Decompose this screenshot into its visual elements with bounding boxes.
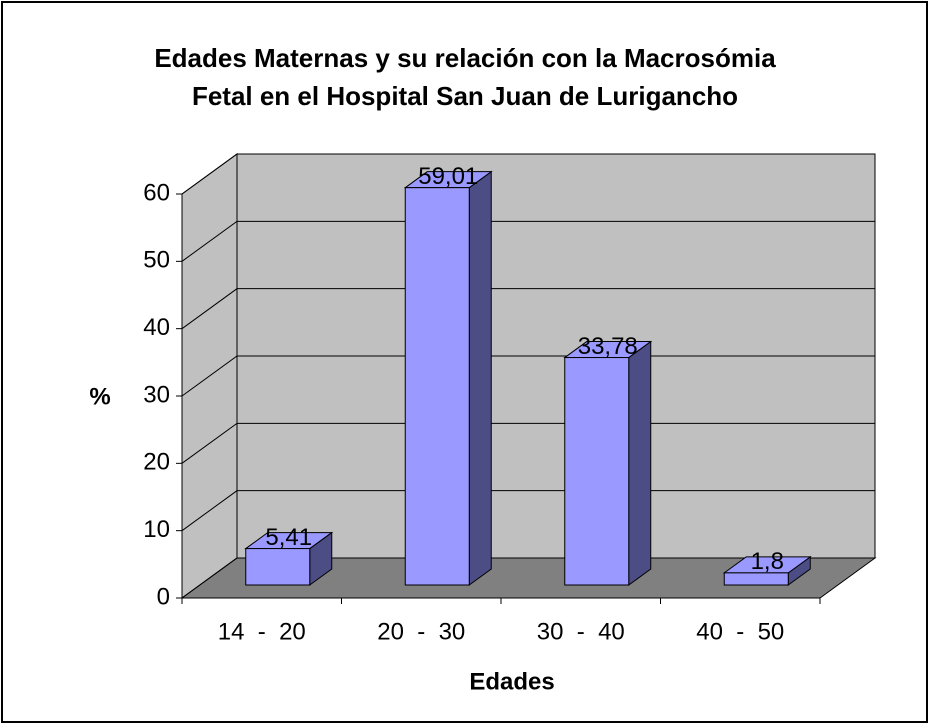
y-tick-label: 20 [143, 449, 170, 476]
data-label: 33,78 [578, 333, 638, 360]
y-axis-label: % [89, 383, 110, 410]
bar [723, 572, 789, 586]
y-tick-label: 60 [143, 179, 170, 206]
grid-line [181, 220, 875, 262]
x-tick-label: 30 - 40 [537, 618, 625, 645]
y-tick-label: 50 [143, 247, 170, 274]
grid-line [181, 557, 875, 599]
x-tick-label: 20 - 30 [377, 618, 465, 645]
grid-line [181, 490, 875, 532]
x-axis-label: Edades [469, 668, 554, 695]
grid-line [181, 355, 875, 397]
y-tick-label: 10 [143, 516, 170, 543]
data-label: 1,8 [751, 548, 784, 575]
bar [245, 548, 311, 586]
grid-line [181, 288, 875, 330]
data-label: 59,01 [418, 163, 478, 190]
chart-title: Fetal en el Hospital San Juan de Lurigan… [192, 81, 738, 111]
bar-side [468, 170, 492, 586]
data-label: 5,41 [265, 524, 312, 551]
x-tick-label: 40 - 50 [696, 618, 784, 645]
y-tick-label: 40 [143, 314, 170, 341]
grid-line [181, 153, 875, 195]
bar-side [628, 340, 652, 586]
bar [564, 357, 630, 586]
x-tick-label: 14 - 20 [218, 618, 306, 645]
bar [404, 187, 470, 586]
grid-line [181, 422, 875, 464]
y-tick-label: 0 [157, 583, 170, 610]
chart-title: Edades Maternas y su relación con la Mac… [154, 43, 776, 73]
y-tick-label: 30 [143, 381, 170, 408]
